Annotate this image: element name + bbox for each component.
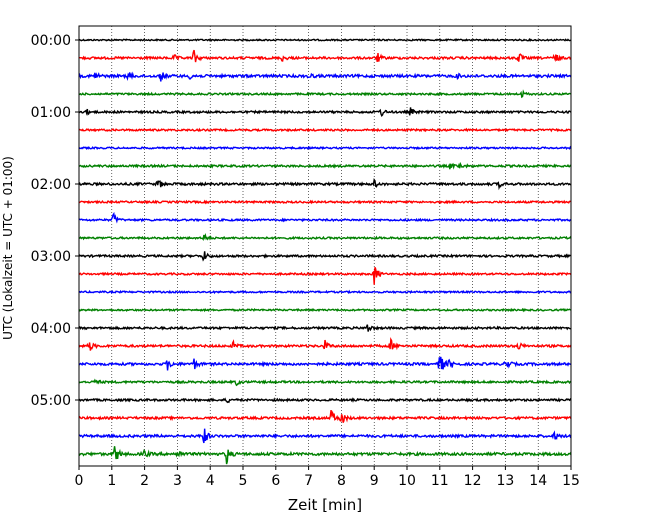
x-tick-label: 0 <box>75 473 84 489</box>
trace-row <box>78 232 572 241</box>
trace-row <box>78 211 572 224</box>
trace-row <box>78 446 572 465</box>
y-tick-label: 01:00 <box>31 105 71 121</box>
trace-row <box>78 356 572 371</box>
x-tick-label: 14 <box>529 473 547 489</box>
x-tick-label: 10 <box>398 473 416 489</box>
plot-frame <box>78 25 572 467</box>
x-tick-label: 15 <box>562 473 580 489</box>
x-tick-label: 9 <box>370 473 379 489</box>
trace-row <box>78 71 572 82</box>
y-axis-ticks: 00:00 01:00 02:00 03:00 04:00 05:00 <box>31 33 79 409</box>
x-tick-label: 3 <box>173 473 182 489</box>
x-axis-label: Zeit [min] <box>288 496 362 514</box>
x-tick-label: 7 <box>304 473 313 489</box>
vertical-gridlines <box>111 26 539 466</box>
trace-row <box>78 49 572 63</box>
trace-row <box>78 107 572 118</box>
trace-row <box>78 289 572 295</box>
x-tick-label: 11 <box>431 473 449 489</box>
trace-row <box>78 267 572 285</box>
x-axis-ticks: 0 1 2 3 4 5 6 7 8 9 10 11 12 13 14 15 <box>75 466 580 489</box>
trace-row <box>78 178 572 191</box>
x-tick-label: 4 <box>206 473 215 489</box>
x-tick-label: 13 <box>496 473 514 489</box>
y-tick-label: 02:00 <box>31 177 71 193</box>
trace-row <box>78 409 572 423</box>
trace-row <box>78 324 572 332</box>
y-tick-label: 03:00 <box>31 249 71 265</box>
y-tick-label: 05:00 <box>31 393 71 409</box>
trace-row <box>78 161 572 170</box>
trace-row <box>78 397 572 404</box>
trace-row <box>78 145 572 151</box>
x-tick-label: 1 <box>107 473 116 489</box>
trace-row <box>78 89 572 99</box>
y-axis-label: UTC (Lokalzeit = UTC + 01:00) <box>1 156 15 340</box>
trace-row <box>78 307 572 313</box>
trace-row <box>78 37 572 42</box>
x-tick-label: 6 <box>271 473 280 489</box>
trace-row <box>78 428 572 444</box>
x-tick-label: 5 <box>239 473 248 489</box>
x-tick-label: 8 <box>337 473 346 489</box>
trace-row <box>78 127 572 133</box>
trace-row <box>78 337 572 351</box>
x-tick-label: 2 <box>140 473 149 489</box>
y-tick-label: 04:00 <box>31 321 71 337</box>
trace-row <box>78 199 572 205</box>
trace-row <box>78 378 572 387</box>
y-tick-label: 00:00 <box>31 33 71 49</box>
seismogram-traces <box>78 37 572 465</box>
trace-row <box>78 251 572 262</box>
x-tick-label: 12 <box>464 473 482 489</box>
